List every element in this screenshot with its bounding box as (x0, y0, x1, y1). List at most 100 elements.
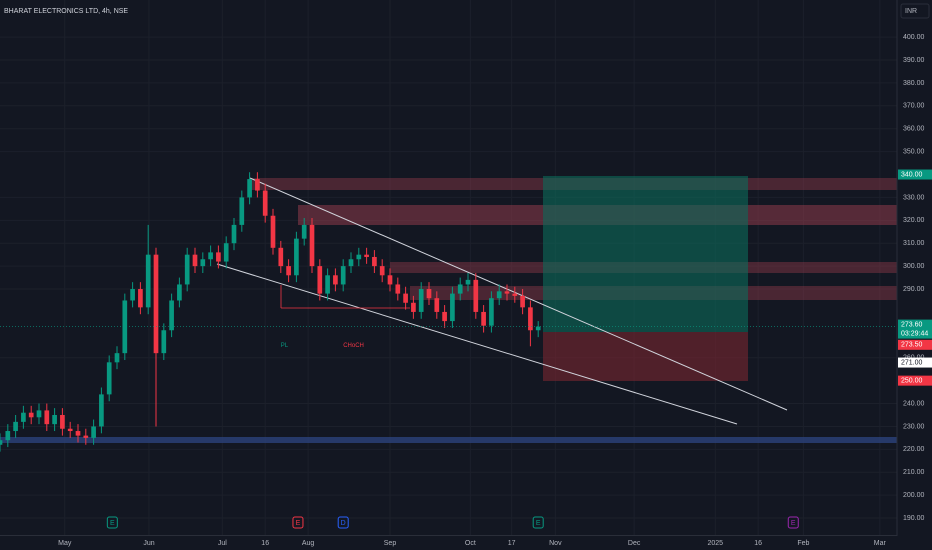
candle-body (60, 414, 65, 429)
candle-body (75, 431, 81, 436)
event-marker (532, 516, 544, 529)
y-tick-label: 350.00 (903, 148, 925, 155)
y-tick-label: 290.00 (903, 286, 925, 293)
x-tick-label: Jun (143, 540, 154, 547)
candle-body (192, 254, 198, 267)
candle-body (348, 259, 354, 267)
y-tick-label: 240.00 (903, 400, 925, 407)
candle-body (278, 247, 284, 267)
candle-body (44, 410, 50, 425)
y-tick-label: 390.00 (903, 57, 925, 64)
price-label: 250.00 (901, 377, 923, 384)
candle-body (286, 266, 291, 276)
price-label-box (898, 357, 932, 368)
price-label: 273.50 (901, 342, 923, 349)
candle-body (200, 259, 206, 267)
candle-body (208, 252, 213, 260)
candle-body (473, 279, 479, 312)
candle-body (395, 284, 401, 294)
event-label: D (341, 520, 346, 527)
candle-body (130, 289, 135, 301)
candle-body (434, 298, 440, 312)
candle-body (0, 440, 3, 445)
x-tick-label: Dec (628, 540, 641, 547)
price-label-box (898, 375, 932, 386)
candle-body (28, 412, 34, 418)
candle-body (114, 353, 120, 363)
candles (0, 172, 541, 452)
event-label: E (536, 520, 541, 527)
x-tick-label: 17 (508, 540, 516, 547)
candle-body (216, 252, 221, 262)
x-tick-label: Nov (549, 540, 562, 547)
currency-box (900, 3, 930, 19)
price-label-box (898, 319, 932, 339)
candle-body (161, 330, 167, 354)
candle-body (239, 197, 245, 225)
x-tick-label: Sep (384, 540, 397, 547)
x-tick-label: May (58, 540, 72, 547)
candle-body (457, 284, 463, 294)
candle-body (21, 412, 26, 422)
candle-body (504, 291, 510, 294)
candle-body (247, 179, 252, 198)
candle-body (512, 293, 518, 296)
trendline (216, 263, 738, 425)
y-tick-label: 330.00 (903, 194, 925, 201)
x-tick-label: Feb (797, 540, 809, 547)
candle-body (255, 179, 260, 191)
event-label: E (110, 520, 115, 527)
annotation: PL (281, 343, 289, 349)
x-tick-label: Aug (302, 540, 315, 547)
trendline (249, 177, 788, 411)
currency: INR (905, 8, 917, 15)
candle-body (153, 254, 159, 354)
x-tick-label: 16 (261, 540, 269, 547)
time-axis (0, 536, 932, 550)
candle-body (138, 289, 143, 308)
candle-body (372, 256, 377, 267)
candle-body (52, 414, 57, 425)
price-axis (897, 0, 932, 550)
candle-body (99, 394, 104, 427)
price-label: 340.00 (901, 171, 923, 178)
candle-body (418, 289, 424, 312)
candle-body (481, 311, 486, 326)
event-label: E (791, 520, 796, 527)
candle-body (36, 410, 42, 418)
y-tick-label: 400.00 (903, 34, 925, 41)
overlay: 190.00200.00210.00220.00230.00240.00260.… (0, 34, 932, 547)
event-marker (106, 516, 118, 529)
y-tick-label: 300.00 (903, 263, 925, 270)
candle-body (333, 275, 338, 285)
support-band (0, 437, 897, 443)
y-tick-label: 320.00 (903, 217, 925, 224)
candle-body (223, 243, 229, 262)
candle-body (450, 293, 455, 322)
candle-body (379, 266, 385, 276)
candle-body (5, 431, 11, 441)
candle-body (317, 266, 323, 294)
annotation: CHoCH (343, 343, 364, 349)
candle-body (177, 284, 182, 301)
candle-body (83, 435, 89, 438)
price-label-box (898, 169, 932, 180)
price-label: 273.60 (901, 321, 923, 328)
chart-title: BHARAT ELECTRONICS LTD, 4h, NSE (4, 8, 128, 15)
candle-body (442, 311, 447, 322)
y-tick-label: 380.00 (903, 80, 925, 87)
y-tick-label: 370.00 (903, 103, 925, 110)
candle-body (91, 426, 96, 438)
candle-body (270, 215, 276, 248)
candle-body (309, 224, 315, 267)
y-tick-label: 220.00 (903, 446, 925, 453)
candle-body (426, 289, 432, 299)
x-tick-label: Mar (874, 540, 887, 547)
candle-body (231, 224, 237, 244)
event-marker (292, 516, 304, 529)
y-tick-label: 210.00 (903, 469, 925, 476)
candle-body (145, 254, 151, 308)
x-tick-label: Oct (465, 540, 476, 547)
y-tick-label: 360.00 (903, 126, 925, 133)
